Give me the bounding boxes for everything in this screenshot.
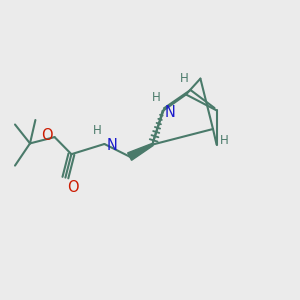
Text: O: O: [67, 180, 79, 195]
Polygon shape: [128, 143, 153, 160]
Text: H: H: [93, 124, 102, 137]
Text: H: H: [180, 72, 189, 85]
Text: N: N: [107, 138, 118, 153]
Text: O: O: [41, 128, 53, 143]
Text: N: N: [165, 105, 176, 120]
Text: H: H: [152, 92, 160, 104]
Text: H: H: [220, 134, 228, 147]
